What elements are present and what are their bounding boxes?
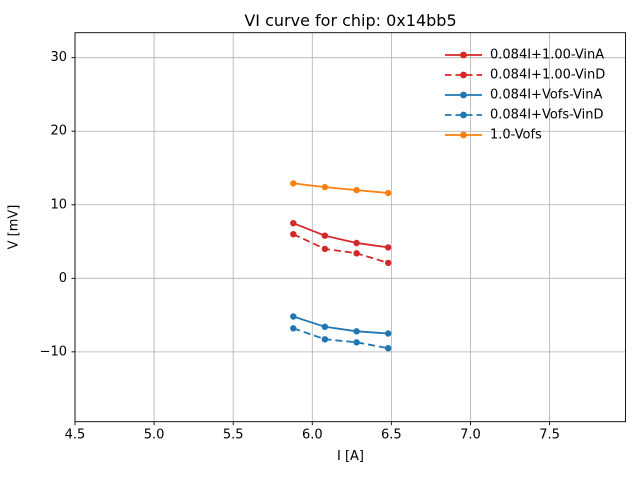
legend-label: 0.084I+Vofs-VinD	[490, 108, 604, 123]
y-axis: −10 0 10 20 30	[40, 50, 75, 359]
data-point-marker	[385, 345, 392, 352]
legend-entry: 0.084I+Vofs-VinD	[445, 108, 604, 123]
data-point-marker	[290, 313, 297, 320]
x-tick-label: 6.5	[381, 427, 402, 442]
legend-entry: 0.084I+1.00-VinA	[445, 48, 604, 63]
data-point-marker	[321, 232, 329, 239]
x-tick-label: 5.5	[223, 427, 244, 442]
x-axis: 4.5 5.0 5.5 6.0 6.5 7.0 7.5	[65, 421, 560, 442]
x-tick-label: 7.5	[539, 427, 560, 442]
legend-label: 0.084I+1.00-VinA	[490, 48, 604, 63]
legend-label: 1.0-Vofs	[490, 128, 542, 143]
series-1.0-Vofs	[290, 180, 392, 197]
data-point-marker	[290, 325, 297, 332]
data-point-marker	[321, 323, 329, 330]
legend-marker	[460, 131, 467, 139]
data-point-marker	[321, 183, 329, 191]
legend-label: 0.084I+Vofs-VinA	[490, 88, 603, 103]
data-point-marker	[353, 186, 360, 194]
data-point-marker	[290, 231, 297, 238]
x-tick-label: 7.0	[460, 427, 481, 442]
legend-entry: 0.084I+1.00-VinD	[445, 68, 605, 83]
series-line	[293, 327, 389, 350]
y-tick-label: −10	[40, 344, 67, 359]
legend-label: 0.084I+1.00-VinD	[490, 68, 605, 83]
x-tick-label: 5.0	[144, 427, 165, 442]
data-point-marker	[385, 330, 392, 337]
legend-entry: 0.084I+Vofs-VinA	[445, 88, 603, 103]
series-line	[292, 233, 389, 264]
series-0.084I+1.00-VinA	[290, 220, 392, 251]
legend-entry: 1.0-Vofs	[445, 128, 542, 143]
data-point-marker	[385, 244, 392, 251]
x-axis-label: I [A]	[336, 449, 364, 464]
legend-marker	[460, 111, 467, 119]
series-line	[293, 315, 389, 335]
data-point-marker	[353, 239, 360, 247]
series-line	[292, 222, 389, 249]
data-point-marker	[385, 259, 392, 267]
data-point-marker	[290, 180, 297, 187]
y-axis-label: V [mV]	[6, 204, 22, 250]
series-0.084I+1.00-VinD	[290, 231, 392, 267]
grid	[74, 32, 626, 422]
plot-area	[75, 32, 626, 422]
legend-marker	[460, 51, 467, 59]
data-point-marker	[321, 336, 329, 343]
x-tick-label: 6.0	[302, 427, 323, 442]
y-tick-label: 20	[50, 124, 67, 139]
y-tick-label: 10	[50, 197, 67, 212]
data-point-marker	[353, 328, 360, 335]
data-point-marker	[321, 245, 329, 253]
series-0.084I+Vofs-VinD	[290, 325, 392, 352]
x-tick-label: 4.5	[65, 427, 86, 442]
legend-marker	[460, 71, 467, 79]
data-point-marker	[290, 220, 297, 227]
data-point-marker	[353, 339, 360, 346]
y-tick-label: 0	[59, 271, 67, 286]
axes-spines	[74, 32, 626, 423]
series-0.084I+Vofs-VinA	[290, 313, 392, 337]
series-line	[293, 182, 389, 194]
legend-marker	[460, 91, 467, 99]
data-point-marker	[353, 250, 360, 257]
y-tick-label: 30	[50, 50, 67, 65]
chart-title: VI curve for chip: 0x14bb5	[244, 11, 457, 30]
legend: 0.084I+1.00-VinA 0.084I+1.00-VinD 0.084I+V…	[445, 48, 605, 143]
data-point-marker	[385, 189, 392, 197]
